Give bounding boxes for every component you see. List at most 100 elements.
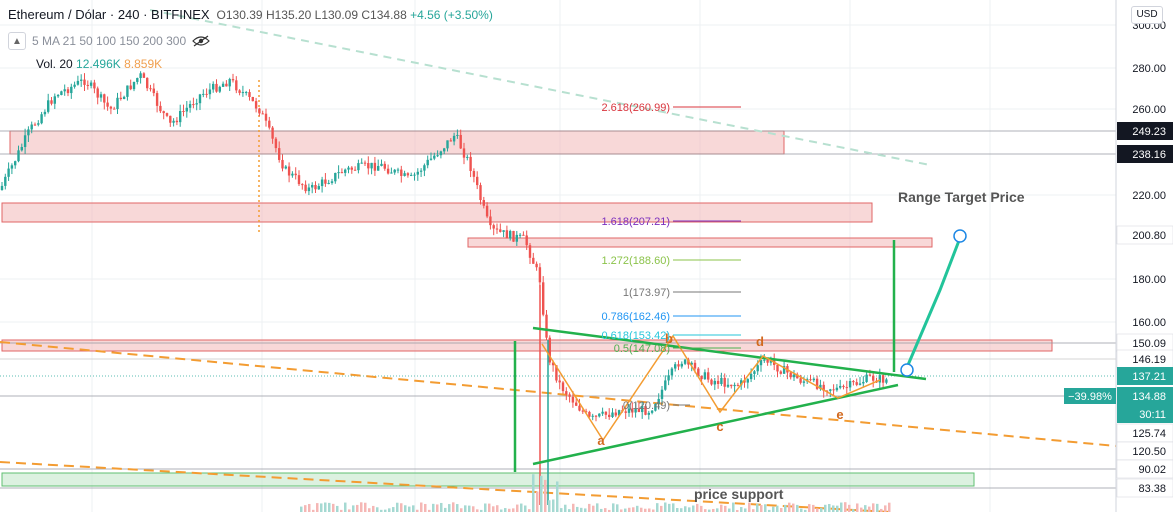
candle xyxy=(400,165,403,183)
candle-body xyxy=(20,147,23,151)
candle-body xyxy=(327,182,330,184)
volume-bar xyxy=(492,506,495,512)
candle-body xyxy=(842,385,845,388)
candle xyxy=(730,384,733,389)
price-axis[interactable]: 300.00280.00260.00220.00180.00160.00249.… xyxy=(1064,0,1173,512)
candle xyxy=(86,80,89,90)
candle-body xyxy=(779,371,782,374)
candle-body xyxy=(264,113,268,121)
candle xyxy=(182,104,185,117)
volume-bar xyxy=(336,505,339,512)
candle xyxy=(627,403,631,417)
candle-body xyxy=(238,90,241,93)
volume-bar xyxy=(664,502,667,512)
candle-body xyxy=(878,375,881,383)
candle-body xyxy=(17,150,20,162)
price-tag-label: 150.09 xyxy=(1132,338,1166,350)
candle xyxy=(152,83,155,97)
candle-body xyxy=(862,381,865,384)
candle xyxy=(73,81,76,89)
candle xyxy=(545,309,548,340)
symbol-legend[interactable]: Ethereum / Dólar · 240 · BITFINEX O130.3… xyxy=(8,7,493,22)
arrow-end-handle[interactable] xyxy=(953,229,967,243)
candle xyxy=(466,154,469,161)
candle xyxy=(845,380,848,395)
volume-bar xyxy=(364,502,367,512)
candle-body xyxy=(413,174,416,176)
candle-body xyxy=(466,156,469,158)
candle-body xyxy=(726,384,730,387)
volume-bar xyxy=(496,505,499,512)
candle-body xyxy=(730,384,733,387)
candle-body xyxy=(657,398,660,404)
arrow-start-handle[interactable] xyxy=(900,363,914,377)
collapse-legend-button[interactable]: ▲ xyxy=(8,32,26,50)
candle xyxy=(710,378,713,386)
volume-bar xyxy=(388,508,391,512)
candle-body xyxy=(403,173,406,176)
volume-bar xyxy=(588,503,591,512)
candle-body xyxy=(881,375,885,383)
candle xyxy=(426,155,429,169)
volume-bar xyxy=(428,509,431,512)
candle xyxy=(106,96,109,111)
candle xyxy=(317,183,320,190)
volume-bar xyxy=(320,503,323,512)
candle-body xyxy=(789,372,792,378)
volume-bar xyxy=(304,505,307,512)
volume-bar xyxy=(420,502,423,512)
orange-channel-line xyxy=(0,341,1117,447)
candle xyxy=(76,75,80,86)
volume-legend[interactable]: Vol. 20 12.496K 8.859K xyxy=(36,57,162,71)
candle-body xyxy=(80,79,83,81)
candle-body xyxy=(829,389,832,391)
volume-bar xyxy=(528,509,531,512)
candle-body xyxy=(86,84,89,86)
candle xyxy=(47,93,50,114)
indicator-row[interactable]: ▲ 5 MA 21 50 100 150 200 300 xyxy=(8,32,210,50)
triangle-upper-line xyxy=(532,326,927,381)
volume-bar xyxy=(852,509,855,512)
ma-indicator-label[interactable]: 5 MA 21 50 100 150 200 300 xyxy=(32,34,187,48)
fibonacci-levels: 2.618(260.99) 1.618(207.21) 1.272(188.60) 1… xyxy=(602,102,741,412)
candle-body xyxy=(690,362,693,365)
candle-body xyxy=(769,360,773,363)
candle-body xyxy=(416,171,419,175)
currency-badge[interactable]: USD xyxy=(1131,6,1163,24)
fib-level-label: 0(120.49) xyxy=(623,400,670,412)
candle xyxy=(512,230,515,242)
candle xyxy=(347,165,350,174)
candle-body xyxy=(70,86,73,94)
candle xyxy=(815,375,819,391)
candle xyxy=(842,384,845,390)
candle xyxy=(258,107,261,117)
fib-level-label: 1(173.97) xyxy=(623,287,670,299)
support-zone xyxy=(1,472,975,487)
volume-bar xyxy=(328,502,331,512)
hide-eye-icon[interactable] xyxy=(192,35,210,47)
candle-body xyxy=(314,184,317,190)
volume-bar xyxy=(760,505,763,512)
volume-bar xyxy=(752,509,755,512)
volume-bar xyxy=(636,505,639,512)
candle xyxy=(251,96,254,102)
volume-bar xyxy=(748,502,751,512)
candle xyxy=(683,358,687,366)
candle xyxy=(848,378,852,392)
candle-body xyxy=(575,402,578,406)
candle xyxy=(532,252,535,264)
candle-body xyxy=(756,365,759,372)
volume-bar xyxy=(368,508,371,512)
candle-body xyxy=(63,89,66,92)
volume-bar xyxy=(516,504,519,512)
candle xyxy=(188,100,192,113)
candle-body xyxy=(208,89,212,95)
price-tag: 30:11 xyxy=(1117,405,1173,423)
candle-body xyxy=(588,411,591,417)
candle xyxy=(136,77,139,85)
candle xyxy=(116,92,119,114)
candle-body xyxy=(568,394,571,397)
candle-body xyxy=(334,172,337,182)
